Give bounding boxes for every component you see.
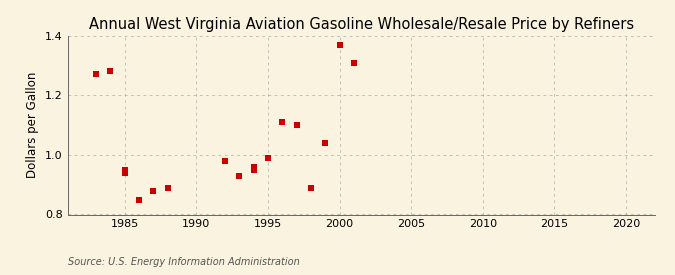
Point (277, 120, 288, 124)
Point (248, 168, 259, 172)
Point (306, 185, 317, 190)
Point (320, 141, 331, 145)
Point (334, 42, 345, 47)
Point (163, 185, 173, 190)
Point (263, 156, 273, 160)
Point (248, 165, 259, 169)
Point (119, 170, 130, 175)
Y-axis label: Dollars per Gallon: Dollars per Gallon (26, 72, 39, 178)
Point (219, 159, 230, 163)
Point (148, 188, 159, 193)
Text: Source: U.S. Energy Information Administration: Source: U.S. Energy Information Administ… (68, 257, 299, 267)
Title: Annual West Virginia Aviation Gasoline Wholesale/Resale Price by Refiners: Annual West Virginia Aviation Gasoline W… (88, 17, 634, 32)
Point (292, 123, 302, 127)
Point (134, 197, 144, 202)
Point (90, 72, 101, 77)
Point (105, 69, 116, 74)
Point (348, 60, 359, 65)
Point (234, 174, 245, 178)
Point (119, 168, 130, 172)
